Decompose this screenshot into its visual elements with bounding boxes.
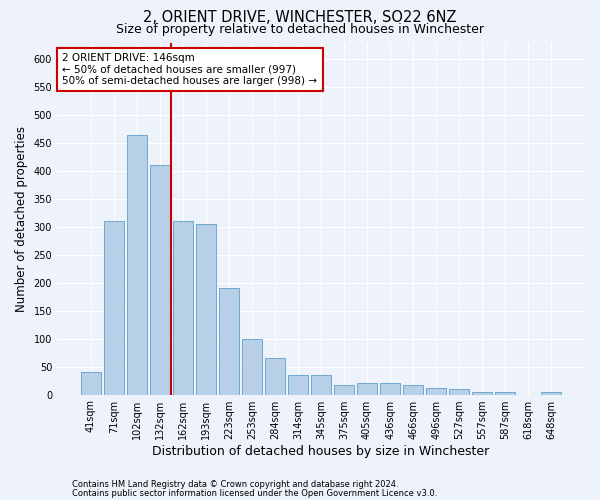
Text: Contains HM Land Registry data © Crown copyright and database right 2024.: Contains HM Land Registry data © Crown c…	[72, 480, 398, 489]
Bar	[403, 384, 423, 394]
Bar	[357, 384, 377, 394]
Bar	[311, 375, 331, 394]
Bar	[81, 372, 101, 394]
Bar	[104, 222, 124, 394]
Text: Contains public sector information licensed under the Open Government Licence v3: Contains public sector information licen…	[72, 488, 437, 498]
Bar	[496, 392, 515, 394]
Bar	[127, 134, 146, 394]
Bar	[541, 392, 561, 394]
Bar	[472, 392, 492, 394]
Bar	[449, 389, 469, 394]
Bar	[196, 224, 216, 394]
Text: 2 ORIENT DRIVE: 146sqm
← 50% of detached houses are smaller (997)
50% of semi-de: 2 ORIENT DRIVE: 146sqm ← 50% of detached…	[62, 53, 317, 86]
Bar	[219, 288, 239, 395]
Text: Size of property relative to detached houses in Winchester: Size of property relative to detached ho…	[116, 22, 484, 36]
Y-axis label: Number of detached properties: Number of detached properties	[15, 126, 28, 312]
Bar	[150, 166, 170, 394]
Bar	[173, 222, 193, 394]
Bar	[288, 375, 308, 394]
Bar	[334, 384, 354, 394]
X-axis label: Distribution of detached houses by size in Winchester: Distribution of detached houses by size …	[152, 444, 490, 458]
Bar	[427, 388, 446, 394]
Bar	[265, 358, 285, 394]
Text: 2, ORIENT DRIVE, WINCHESTER, SO22 6NZ: 2, ORIENT DRIVE, WINCHESTER, SO22 6NZ	[143, 10, 457, 25]
Bar	[242, 338, 262, 394]
Bar	[380, 384, 400, 394]
